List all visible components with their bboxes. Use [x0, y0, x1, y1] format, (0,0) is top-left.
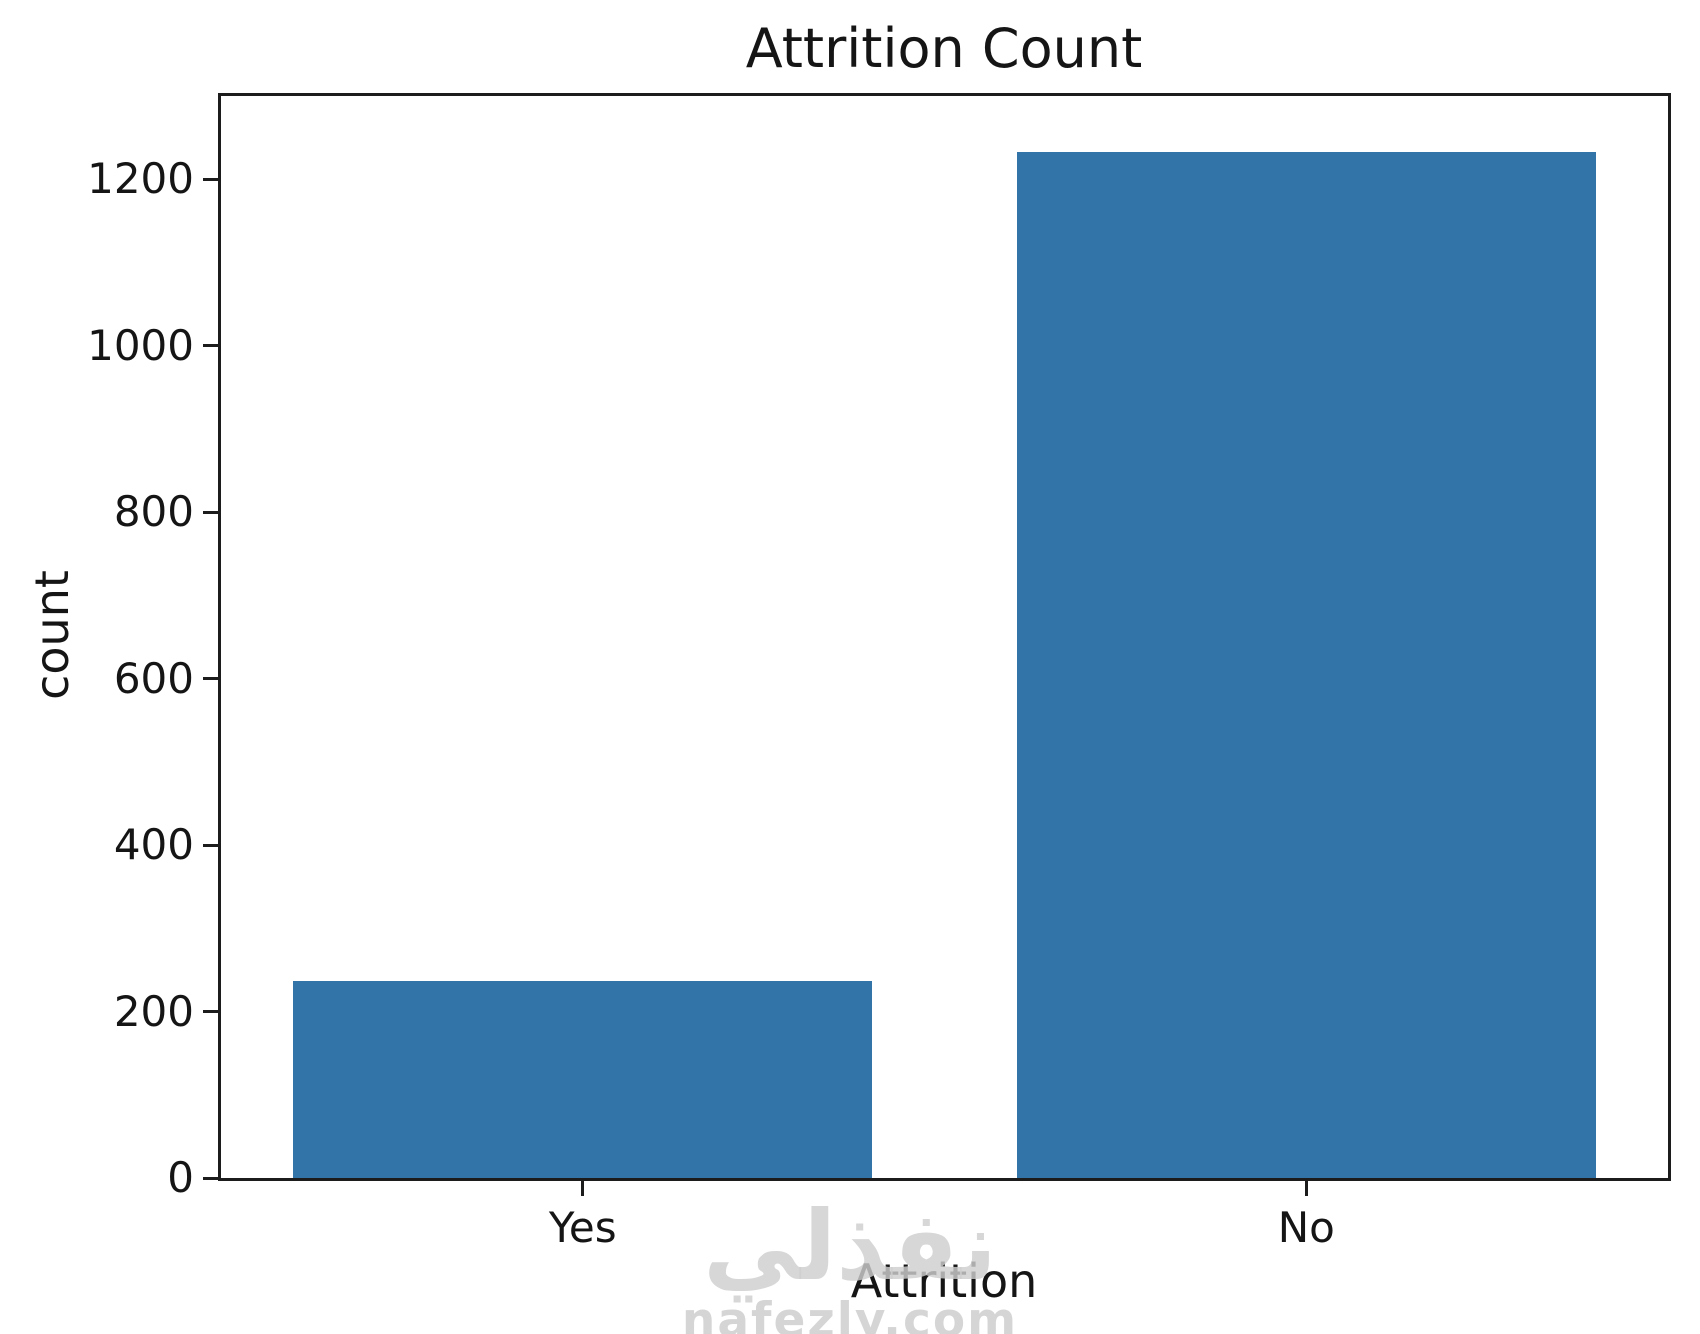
- y-tick-label: 800: [113, 487, 194, 537]
- y-tick-mark: [203, 177, 218, 181]
- x-tick-label-yes: Yes: [548, 1203, 617, 1252]
- x-tick-mark: [581, 1181, 585, 1196]
- x-tick-label-no: No: [1277, 1203, 1335, 1252]
- y-tick-mark: [203, 677, 218, 681]
- y-tick-mark: [203, 1010, 218, 1014]
- y-tick-label: 400: [113, 820, 194, 870]
- y-tick-label: 600: [113, 653, 194, 703]
- x-axis-label: Attrition: [850, 1254, 1038, 1308]
- y-tick-mark: [203, 843, 218, 847]
- chart-title: Attrition Count: [745, 17, 1143, 80]
- y-tick-label: 1000: [87, 320, 194, 370]
- y-tick-mark: [203, 1176, 218, 1180]
- x-tick-mark: [1304, 1181, 1308, 1196]
- bar-no: [1016, 151, 1596, 1178]
- y-tick-mark: [203, 344, 218, 348]
- y-tick-label: 200: [113, 986, 194, 1036]
- plot-area: 0 200 400 600 800 1000 1200 Yes No: [87, 93, 1671, 1252]
- y-axis-label: count: [25, 570, 79, 700]
- y-tick-label: 1200: [87, 154, 194, 204]
- y-tick-mark: [203, 510, 218, 514]
- y-tick-label: 0: [167, 1153, 194, 1202]
- bar-yes: [293, 980, 873, 1178]
